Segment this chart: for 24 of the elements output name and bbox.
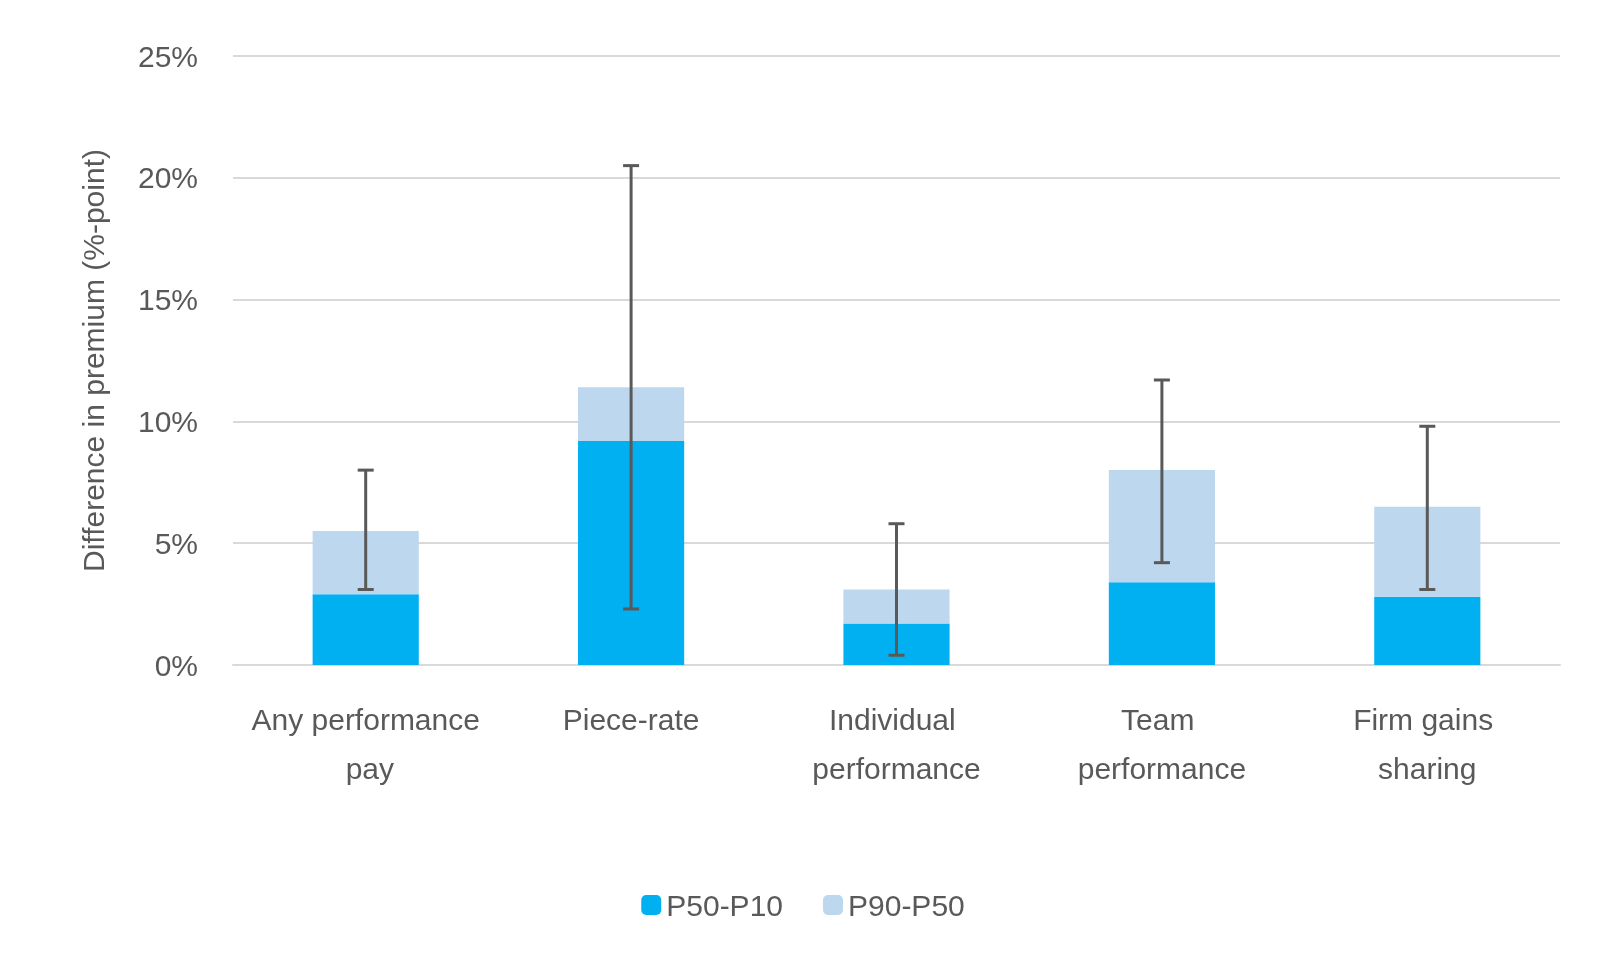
x-tick-label: Firm gains sharing [1353,703,1502,785]
bar [578,387,685,441]
y-axis-title: Difference in premium (%-point) [76,149,110,572]
bar [312,531,419,595]
x-tick-label: Individual performance [812,703,981,785]
bar [843,589,950,624]
bar [1374,506,1481,597]
y-tick-label: 20% [137,161,198,195]
bar [843,623,950,665]
bar [312,594,419,665]
y-tick-label: 5% [154,526,198,560]
bar [1374,596,1481,665]
bar [1108,470,1215,583]
bar [1108,582,1215,665]
y-tick-label: 10% [137,404,198,438]
bar [578,440,685,665]
x-tick-label: Any performance pay [251,703,480,785]
x-tick-label: Team performance [1077,703,1247,785]
y-tick-label: 0% [154,648,198,682]
legend-label: P50-P10 [666,888,783,922]
y-tick-label: 15% [137,283,198,317]
y-tick-label: 25% [137,39,198,73]
legend-label: P90-P50 [848,888,965,922]
x-tick-label: Piece-rate [562,703,700,736]
